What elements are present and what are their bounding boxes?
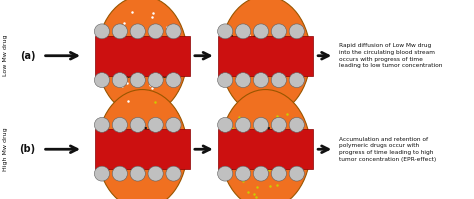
Ellipse shape [271,24,286,39]
Ellipse shape [236,73,251,88]
Ellipse shape [236,117,251,132]
Ellipse shape [220,0,310,115]
Ellipse shape [112,24,128,39]
Bar [95,36,190,76]
Ellipse shape [112,73,128,88]
Text: Low Mw drug: Low Mw drug [3,35,8,76]
Ellipse shape [166,117,181,132]
Text: Rapid diffusion of Low Mw drug
into the circulating blood stream
occurs with pro: Rapid diffusion of Low Mw drug into the … [339,43,442,68]
Ellipse shape [94,73,109,88]
Ellipse shape [94,24,109,39]
Text: High Mw drug: High Mw drug [3,127,8,171]
Ellipse shape [254,73,269,88]
Ellipse shape [218,73,233,88]
Ellipse shape [148,24,163,39]
Ellipse shape [271,117,286,132]
Ellipse shape [218,117,233,132]
Ellipse shape [166,24,181,39]
Ellipse shape [289,73,304,88]
Ellipse shape [97,90,187,199]
Ellipse shape [112,166,128,181]
Ellipse shape [94,166,109,181]
Bar [95,129,190,169]
Ellipse shape [97,0,187,115]
Ellipse shape [130,73,146,88]
Ellipse shape [220,90,310,199]
Ellipse shape [254,117,269,132]
Ellipse shape [166,73,181,88]
Ellipse shape [254,166,269,181]
Ellipse shape [130,24,146,39]
Ellipse shape [289,166,304,181]
Text: Tumor tissue: Tumor tissue [122,71,172,80]
Ellipse shape [254,24,269,39]
Bar [218,36,313,76]
Ellipse shape [130,117,146,132]
Ellipse shape [218,24,233,39]
Text: 0 h: 0 h [134,127,151,137]
Bar [218,129,313,169]
Text: (a): (a) [20,51,35,61]
Ellipse shape [271,73,286,88]
Ellipse shape [166,166,181,181]
Ellipse shape [289,117,304,132]
Ellipse shape [94,117,109,132]
Text: Accumulation and retention of
polymeric drugs occur with
progress of time leadin: Accumulation and retention of polymeric … [339,137,436,162]
Ellipse shape [112,117,128,132]
Ellipse shape [148,73,163,88]
Ellipse shape [271,166,286,181]
Ellipse shape [130,166,146,181]
Ellipse shape [148,166,163,181]
Ellipse shape [148,117,163,132]
Text: (b): (b) [19,144,36,154]
Ellipse shape [289,24,304,39]
Ellipse shape [218,166,233,181]
Ellipse shape [236,24,251,39]
Ellipse shape [236,166,251,181]
Text: 1 h: 1 h [257,127,274,137]
